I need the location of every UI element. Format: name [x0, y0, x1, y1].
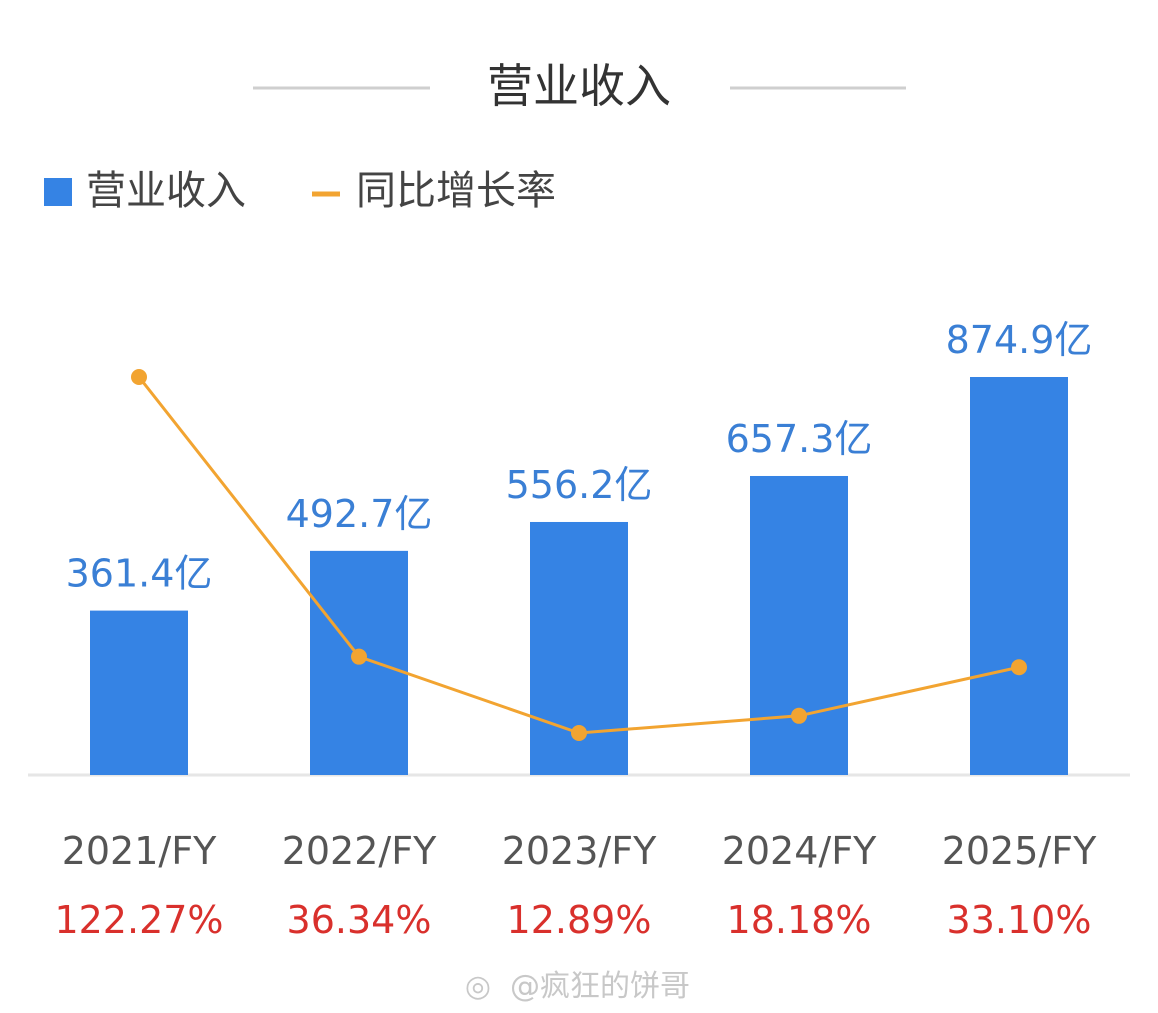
- legend-bar-label: 营业收入: [86, 168, 246, 214]
- growth-point: [791, 707, 807, 724]
- growth-line-series: [131, 369, 1027, 741]
- growth-point: [351, 648, 367, 665]
- data-labels: 361.4亿 2021/FY 122.27% 492.7亿 2022/FY 36.34% 5…: [54, 318, 1097, 942]
- bar-value-label: 492.7亿: [286, 492, 433, 536]
- bar-value-label: 361.4亿: [66, 552, 213, 596]
- bar: [750, 475, 848, 775]
- bar-value-label: 874.9亿: [946, 318, 1093, 362]
- x-tick-label: 2023/FY: [502, 829, 657, 873]
- bar: [90, 610, 188, 775]
- growth-rate-label: 12.89%: [507, 898, 652, 942]
- growth-point: [1011, 659, 1027, 676]
- x-tick-label: 2021/FY: [62, 829, 217, 873]
- growth-rate-label: 18.18%: [727, 898, 872, 942]
- growth-rate-label: 33.10%: [947, 898, 1092, 942]
- watermark-text: @疯狂的饼哥: [510, 969, 690, 1004]
- legend: 营业收入 同比增长率: [44, 168, 556, 214]
- growth-rate-label: 122.27%: [54, 898, 223, 942]
- watermark: ◎ @疯狂的饼哥: [465, 969, 690, 1004]
- x-tick-label: 2025/FY: [942, 829, 1097, 873]
- bar-series: [90, 377, 1068, 775]
- bar-value-label: 556.2亿: [506, 463, 653, 507]
- legend-line-label: 同比增长率: [356, 168, 556, 214]
- growth-point: [571, 725, 587, 741]
- bar: [970, 377, 1068, 775]
- legend-bar-swatch: [44, 178, 72, 206]
- growth-point: [131, 369, 147, 385]
- x-tick-label: 2024/FY: [722, 829, 877, 873]
- weibo-logo-icon: ◎: [465, 969, 491, 1004]
- chart-title: 营业收入: [487, 59, 671, 113]
- x-tick-label: 2022/FY: [282, 829, 437, 873]
- growth-rate-label: 36.34%: [287, 898, 432, 942]
- bar-value-label: 657.3亿: [726, 417, 873, 461]
